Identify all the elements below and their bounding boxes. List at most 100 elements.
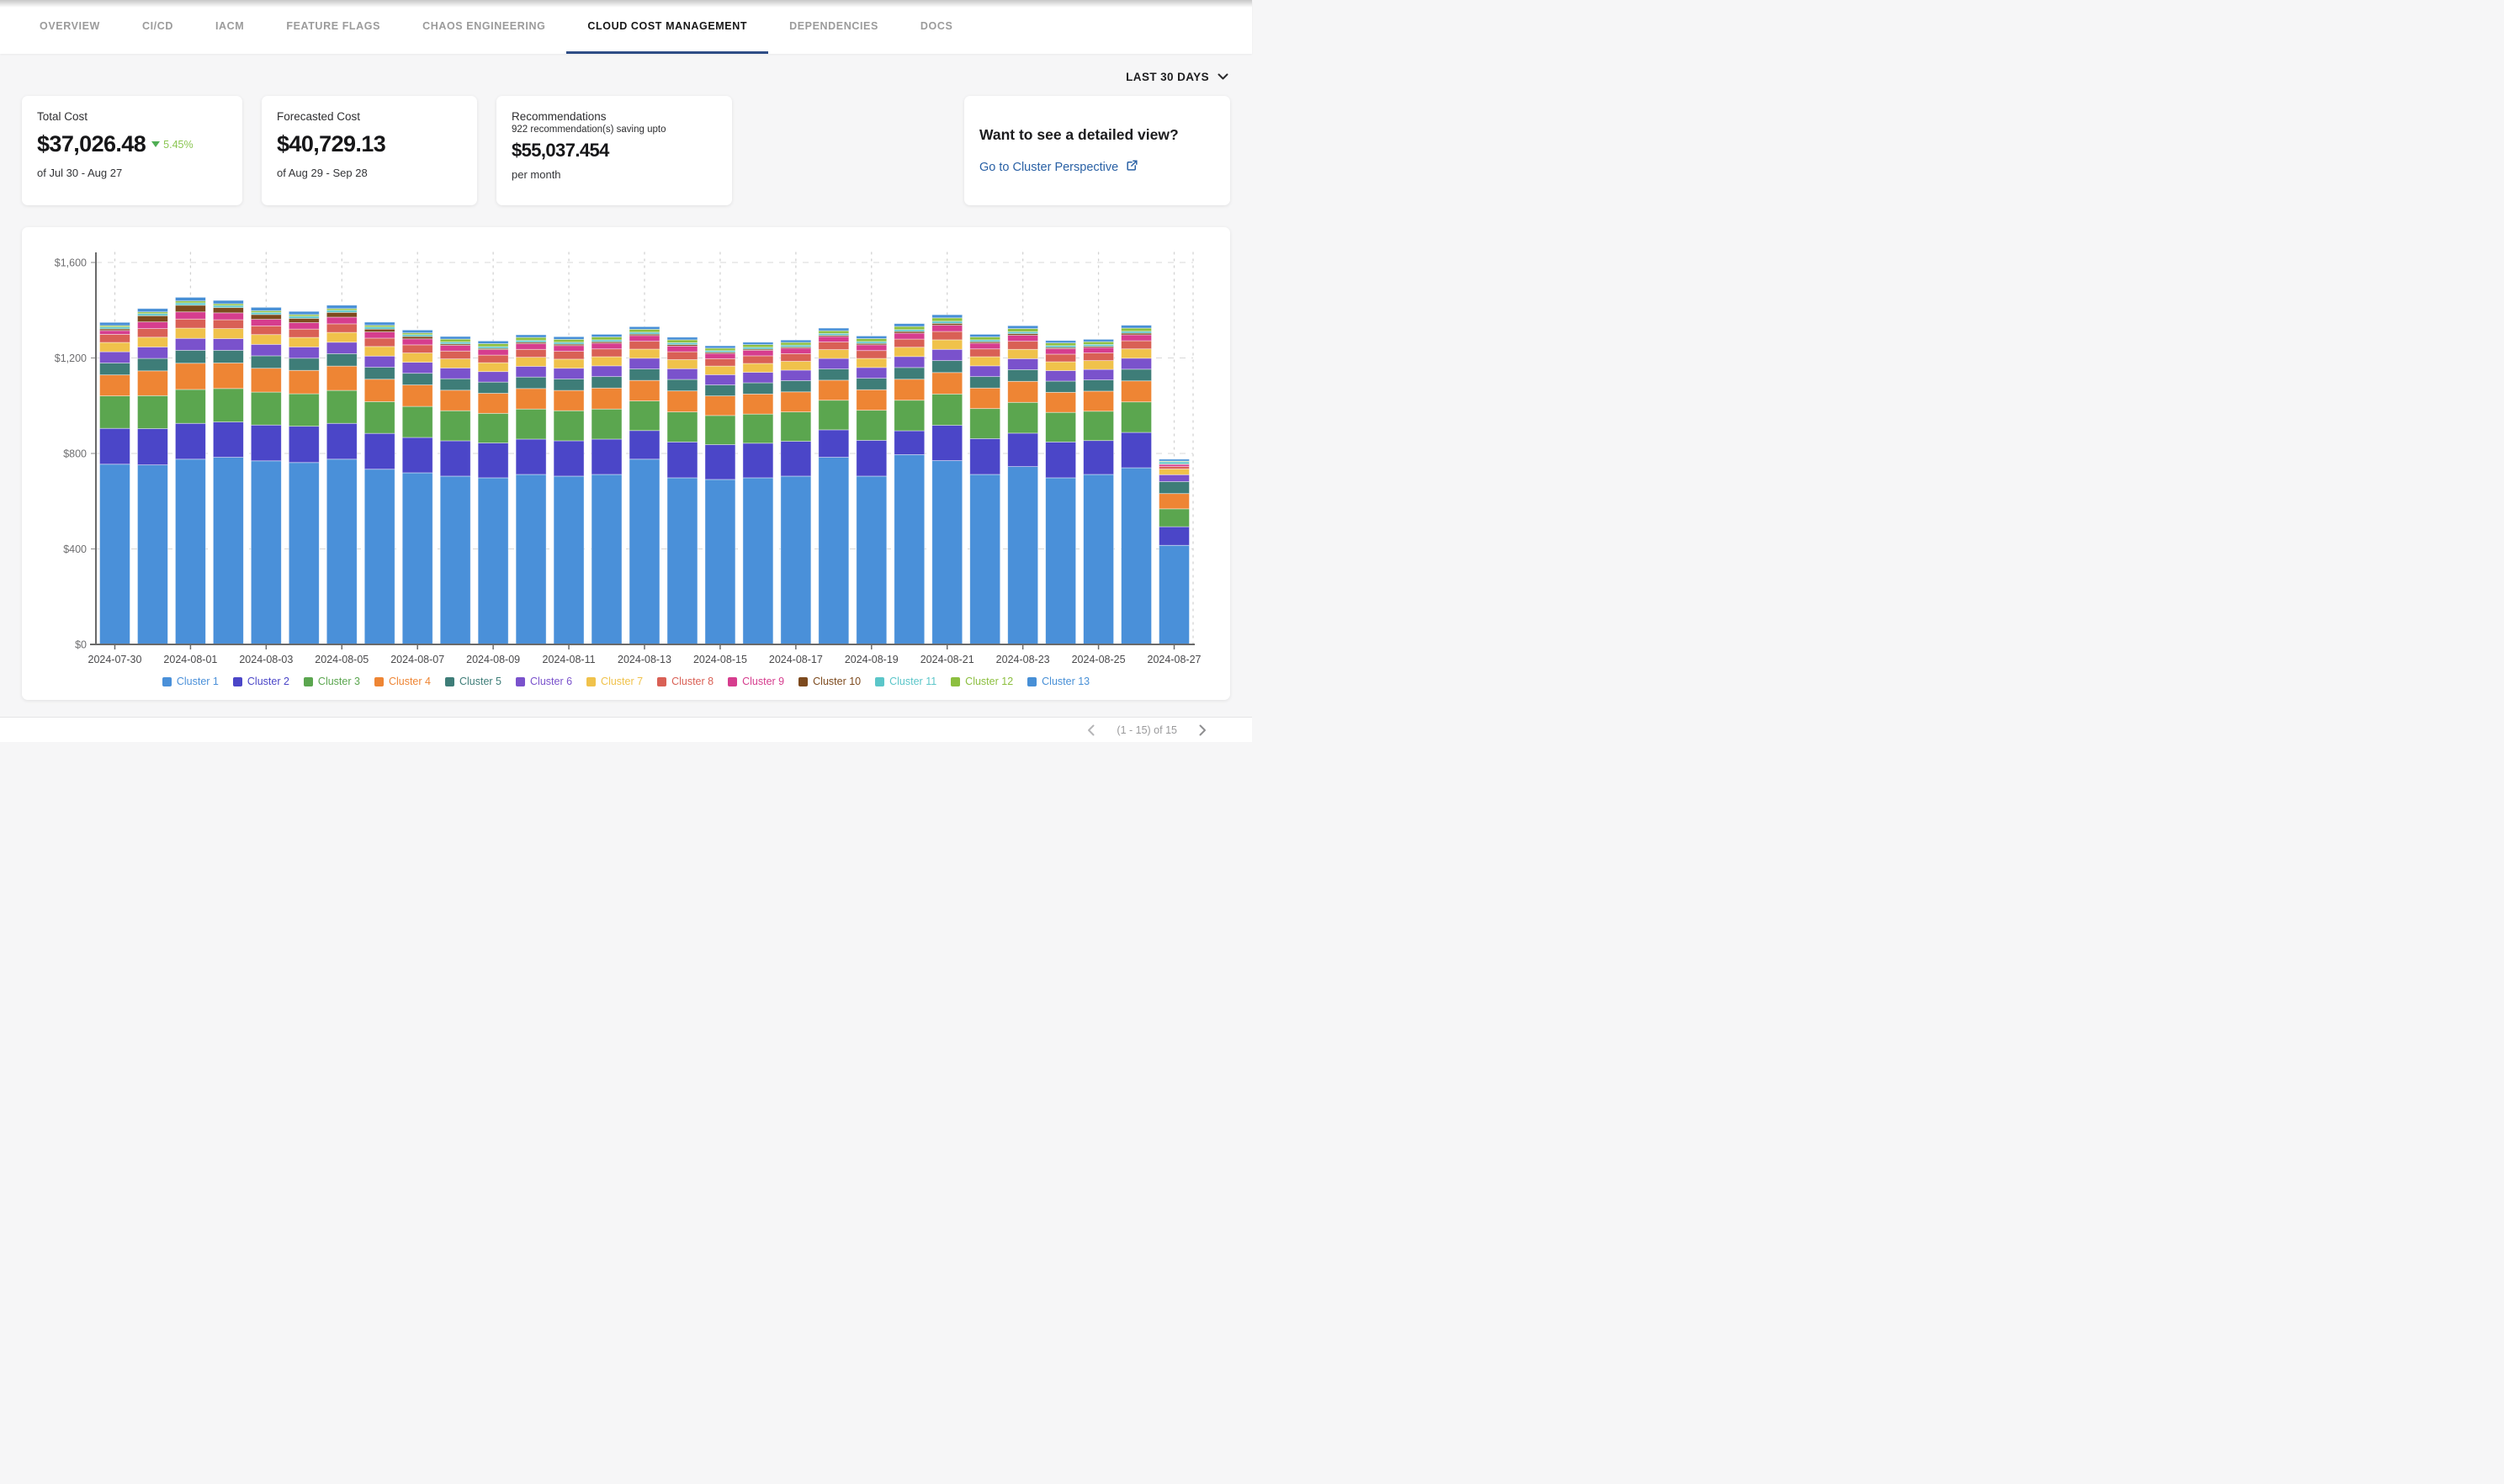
bar-segment[interactable] [1046, 381, 1076, 392]
bar-segment[interactable] [289, 394, 319, 427]
bar-segment[interactable] [326, 423, 357, 459]
tab-cloud-cost-management[interactable]: CLOUD COST MANAGEMENT [566, 0, 768, 54]
bar-segment[interactable] [819, 400, 849, 430]
bar-segment[interactable] [251, 335, 281, 345]
bar-segment[interactable] [554, 441, 584, 476]
bar-segment[interactable] [213, 313, 243, 320]
bar-segment[interactable] [440, 368, 470, 379]
bar-segment[interactable] [213, 329, 243, 339]
bar-segment[interactable] [819, 369, 849, 380]
bar-segment[interactable] [629, 336, 660, 342]
bar-segment[interactable] [554, 337, 584, 339]
bar-segment[interactable] [970, 409, 1000, 439]
bar-segment[interactable] [592, 343, 622, 349]
bar-segment[interactable] [667, 340, 698, 342]
bar-segment[interactable] [99, 464, 130, 644]
bar-segment[interactable] [175, 338, 205, 350]
legend-item-cluster-10[interactable]: Cluster 10 [798, 676, 861, 687]
bar-segment[interactable] [364, 433, 395, 469]
bar-segment[interactable] [289, 358, 319, 370]
bar-segment[interactable] [516, 335, 546, 337]
bar-segment[interactable] [1159, 474, 1190, 481]
bar-segment[interactable] [705, 366, 735, 374]
bar-segment[interactable] [781, 442, 811, 476]
bar-segment[interactable] [440, 359, 470, 368]
bar-segment[interactable] [364, 347, 395, 356]
bar-segment[interactable] [1046, 341, 1076, 343]
bar-segment[interactable] [592, 357, 622, 366]
bar-segment[interactable] [1122, 468, 1152, 644]
bar-segment[interactable] [1122, 341, 1152, 349]
bar-segment[interactable] [932, 394, 963, 425]
bar-segment[interactable] [137, 347, 167, 358]
bar-segment[interactable] [781, 476, 811, 644]
bar-segment[interactable] [819, 380, 849, 400]
bar-segment[interactable] [932, 373, 963, 395]
bar-segment[interactable] [1122, 358, 1152, 369]
bar-segment[interactable] [705, 416, 735, 445]
bar-segment[interactable] [1122, 369, 1152, 381]
bar-segment[interactable] [667, 337, 698, 340]
bar-segment[interactable] [251, 392, 281, 425]
bar-segment[interactable] [743, 394, 773, 414]
bar-segment[interactable] [289, 337, 319, 347]
bar-segment[interactable] [289, 463, 319, 644]
legend-item-cluster-6[interactable]: Cluster 6 [516, 676, 572, 687]
bar-segment[interactable] [137, 329, 167, 337]
bar-segment[interactable] [705, 374, 735, 384]
bar-segment[interactable] [819, 430, 849, 458]
bar-segment[interactable] [440, 390, 470, 411]
bar-segment[interactable] [592, 366, 622, 377]
bar-segment[interactable] [894, 347, 925, 357]
bar-segment[interactable] [819, 350, 849, 358]
bar-segment[interactable] [516, 409, 546, 439]
tab-chaos-engineering[interactable]: CHAOS ENGINEERING [401, 0, 566, 54]
bar-segment[interactable] [516, 439, 546, 474]
prev-page-button[interactable] [1087, 724, 1095, 736]
tab-dependencies[interactable]: DEPENDENCIES [768, 0, 899, 54]
bar-segment[interactable] [629, 431, 660, 459]
legend-item-cluster-4[interactable]: Cluster 4 [374, 676, 431, 687]
bar-segment[interactable] [1008, 467, 1038, 644]
bar-segment[interactable] [402, 345, 432, 353]
bar-segment[interactable] [932, 331, 963, 340]
bar-segment[interactable] [364, 332, 395, 338]
bar-segment[interactable] [705, 346, 735, 348]
bar-segment[interactable] [326, 353, 357, 366]
bar-segment[interactable] [667, 442, 698, 478]
bar-segment[interactable] [1084, 441, 1114, 474]
bar-segment[interactable] [364, 329, 395, 331]
bar-segment[interactable] [629, 349, 660, 358]
bar-segment[interactable] [894, 400, 925, 431]
bar-segment[interactable] [364, 338, 395, 347]
bar-segment[interactable] [289, 370, 319, 394]
bar-segment[interactable] [1084, 380, 1114, 391]
bar-segment[interactable] [1008, 329, 1038, 332]
bar-segment[interactable] [970, 377, 1000, 389]
bar-segment[interactable] [629, 380, 660, 400]
bar-segment[interactable] [1159, 469, 1190, 474]
bar-segment[interactable] [516, 343, 546, 349]
bar-segment[interactable] [1008, 402, 1038, 433]
bar-segment[interactable] [99, 334, 130, 342]
bar-segment[interactable] [516, 474, 546, 644]
bar-segment[interactable] [667, 359, 698, 368]
bar-segment[interactable] [289, 323, 319, 330]
bar-segment[interactable] [894, 333, 925, 339]
bar-segment[interactable] [1008, 433, 1038, 467]
bar-segment[interactable] [743, 414, 773, 443]
bar-segment[interactable] [1084, 474, 1114, 644]
bar-segment[interactable] [592, 377, 622, 389]
bar-segment[interactable] [667, 368, 698, 379]
bar-segment[interactable] [516, 377, 546, 389]
bar-segment[interactable] [440, 476, 470, 644]
bar-segment[interactable] [516, 366, 546, 377]
bar-segment[interactable] [894, 326, 925, 330]
bar-segment[interactable] [175, 312, 205, 320]
bar-segment[interactable] [1008, 369, 1038, 381]
bar-segment[interactable] [1122, 402, 1152, 432]
bar-segment[interactable] [554, 411, 584, 441]
bar-segment[interactable] [667, 478, 698, 644]
bar-segment[interactable] [1084, 369, 1114, 379]
legend-item-cluster-7[interactable]: Cluster 7 [586, 676, 643, 687]
